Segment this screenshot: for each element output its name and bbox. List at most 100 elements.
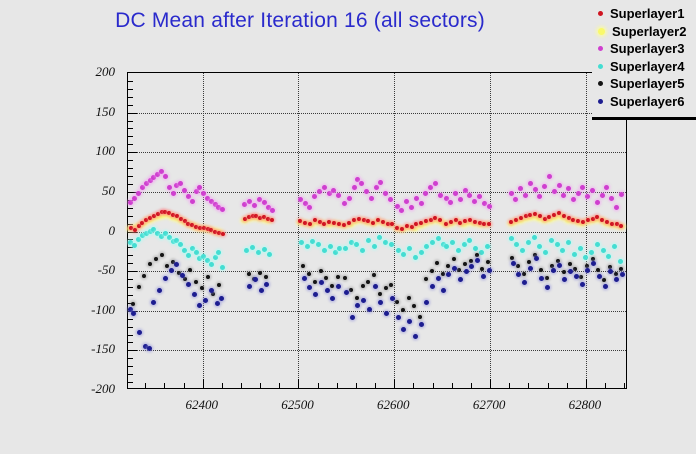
data-point-superlayer3 <box>321 185 327 191</box>
data-point-superlayer6 <box>324 287 330 293</box>
data-point-superlayer4 <box>600 248 606 254</box>
data-point-superlayer1 <box>542 216 547 221</box>
data-point-superlayer5 <box>188 267 193 272</box>
data-point-superlayer1 <box>395 225 400 230</box>
data-point-superlayer3 <box>346 195 352 201</box>
data-point-superlayer4 <box>208 262 214 268</box>
data-point-superlayer5 <box>136 284 141 289</box>
data-point-superlayer3 <box>132 195 138 201</box>
data-point-superlayer4 <box>166 235 172 241</box>
y-minor-tick <box>128 358 133 360</box>
data-point-superlayer2 <box>422 220 430 226</box>
data-point-superlayer3 <box>189 198 195 204</box>
grid-line-horizontal <box>128 231 626 233</box>
x-major-tick <box>585 379 587 388</box>
legend-marker-icon <box>598 63 603 69</box>
data-point-superlayer1 <box>585 218 590 223</box>
data-point-superlayer6 <box>469 263 475 269</box>
data-point-superlayer3 <box>136 190 142 196</box>
data-point-superlayer3 <box>128 200 134 206</box>
data-point-superlayer2 <box>174 216 182 222</box>
plot-area <box>127 72 627 389</box>
data-point-superlayer6 <box>389 295 395 301</box>
data-point-superlayer1 <box>523 214 528 219</box>
data-point-superlayer6 <box>372 283 378 289</box>
data-point-superlayer2 <box>410 225 418 231</box>
data-point-superlayer5 <box>307 272 312 277</box>
data-point-superlayer6 <box>361 297 367 303</box>
data-point-superlayer6 <box>355 303 361 309</box>
data-point-superlayer1 <box>385 221 390 226</box>
x-minor-tick <box>470 383 472 388</box>
y-minor-tick <box>128 342 133 344</box>
data-point-superlayer6 <box>349 315 355 321</box>
y-minor-tick <box>128 96 133 98</box>
data-point-superlayer5 <box>199 285 204 290</box>
data-point-superlayer1 <box>619 223 624 228</box>
data-point-superlayer3 <box>566 186 572 192</box>
y-tick-label: 200 <box>95 64 116 79</box>
data-point-superlayer6 <box>475 258 481 264</box>
data-point-superlayer1 <box>336 222 341 227</box>
data-point-superlayer2 <box>433 217 441 223</box>
data-point-superlayer3 <box>453 190 459 196</box>
y-minor-tick <box>128 302 133 304</box>
y-minor-tick <box>128 247 133 249</box>
x-minor-tick <box>605 383 606 388</box>
data-point-superlayer3 <box>193 189 199 195</box>
data-point-superlayer6 <box>301 275 307 281</box>
data-point-superlayer4 <box>342 245 348 251</box>
data-point-superlayer6 <box>602 283 608 289</box>
data-point-superlayer5 <box>130 302 135 307</box>
data-point-superlayer1 <box>371 220 376 225</box>
data-point-superlayer6 <box>330 295 336 301</box>
data-point-superlayer1 <box>307 222 312 227</box>
data-point-superlayer3 <box>307 205 313 211</box>
data-point-superlayer2 <box>151 215 159 221</box>
data-point-superlayer3 <box>599 192 605 198</box>
data-point-superlayer5 <box>556 258 561 263</box>
data-point-superlayer3 <box>394 203 400 209</box>
data-point-superlayer6 <box>214 301 220 307</box>
y-minor-tick <box>128 160 133 162</box>
data-point-superlayer4 <box>589 250 595 256</box>
data-point-superlayer4 <box>450 240 456 246</box>
data-point-superlayer1 <box>201 226 206 231</box>
data-point-superlayer3 <box>508 190 514 196</box>
data-point-superlayer3 <box>590 187 596 193</box>
data-point-superlayer5 <box>153 257 158 262</box>
data-point-superlayer2 <box>158 212 166 218</box>
data-point-superlayer1 <box>458 220 463 225</box>
data-point-superlayer3 <box>373 185 379 191</box>
data-point-superlayer6 <box>608 269 614 275</box>
data-point-superlayer5 <box>515 264 520 269</box>
data-point-superlayer1 <box>171 212 176 217</box>
data-point-superlayer5 <box>263 274 268 279</box>
x-minor-tick <box>164 383 166 388</box>
data-point-superlayer1 <box>213 229 218 234</box>
data-point-superlayer4 <box>444 244 450 250</box>
y-minor-tick <box>128 382 133 384</box>
y-major-tick <box>128 350 137 352</box>
data-point-superlayer3 <box>486 203 492 209</box>
data-point-superlayer5 <box>538 268 543 273</box>
data-point-superlayer5 <box>613 272 618 277</box>
data-point-superlayer5 <box>216 282 221 287</box>
y-tick-label: 0 <box>108 222 116 238</box>
data-point-superlayer1 <box>167 211 172 216</box>
data-point-superlayer1 <box>155 212 160 217</box>
x-minor-tick <box>566 383 568 388</box>
data-point-superlayer3 <box>399 207 405 213</box>
y-tick-label: 150 <box>95 103 116 119</box>
data-point-superlayer2 <box>454 219 461 225</box>
data-point-superlayer6 <box>174 262 180 268</box>
data-point-superlayer3 <box>618 191 624 197</box>
data-point-superlayer5 <box>544 276 549 281</box>
data-point-superlayer6 <box>550 267 556 273</box>
data-point-superlayer5 <box>176 270 181 275</box>
data-point-superlayer3 <box>462 187 468 193</box>
data-point-superlayer3 <box>261 200 267 206</box>
data-point-superlayer4 <box>132 243 138 249</box>
data-point-superlayer5 <box>573 266 578 271</box>
data-point-superlayer1 <box>140 220 145 225</box>
